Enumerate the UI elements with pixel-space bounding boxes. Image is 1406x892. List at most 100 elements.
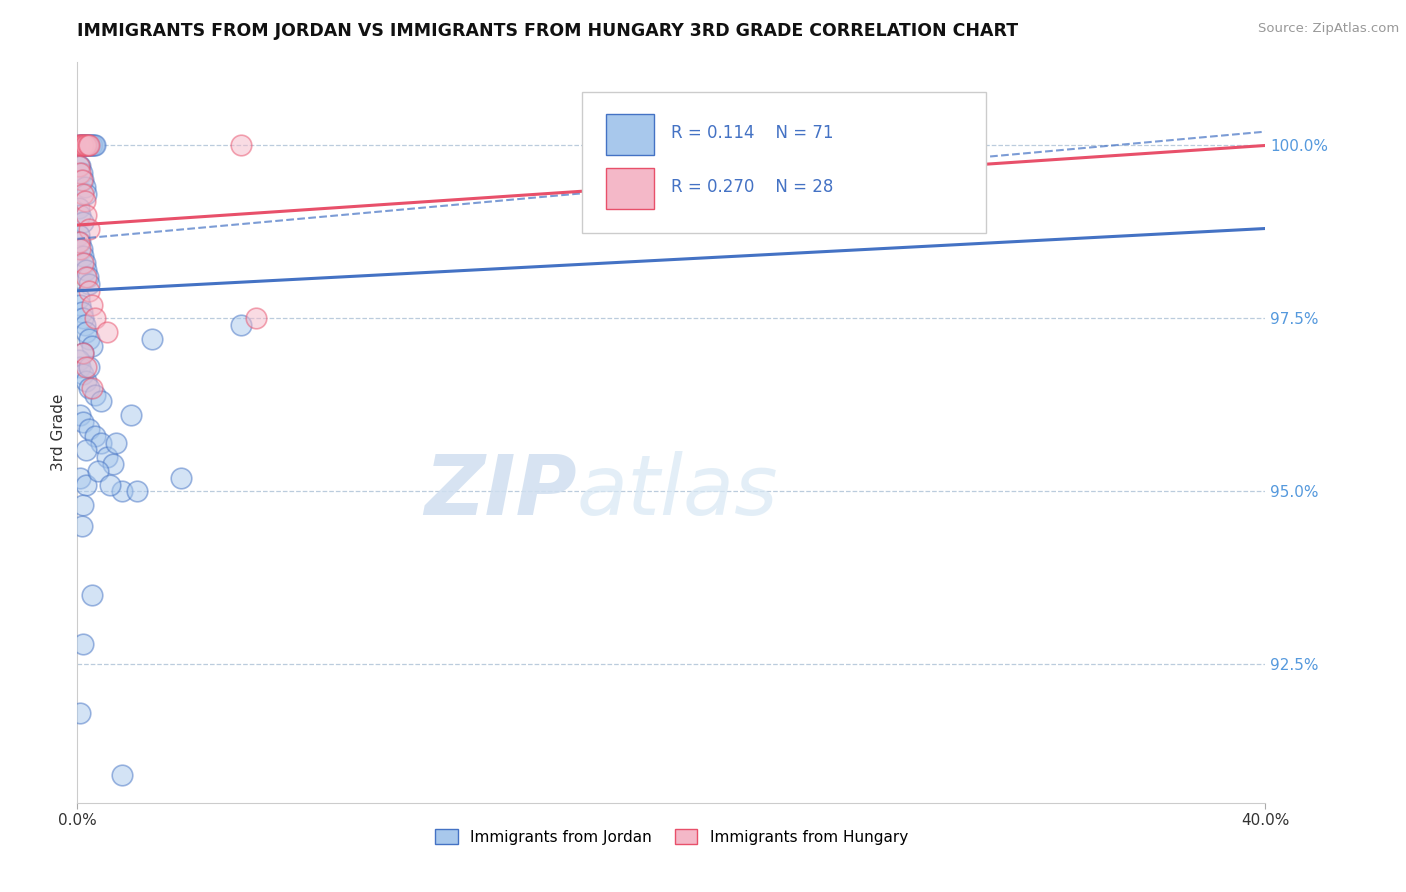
Point [229,138,252,153]
Point [75,263,97,277]
Point [73,138,96,153]
Point [70,138,93,153]
Point [75,442,97,457]
Point [69,297,91,311]
Point [77,221,100,235]
Point [72,311,94,326]
Point [90,394,112,409]
Point [72,138,94,153]
Point [69,166,91,180]
Point [67,291,90,305]
Point [75,138,97,153]
Point [69,706,91,720]
Point [67,138,90,153]
Point [75,138,97,153]
Point [82,297,104,311]
Point [70,138,93,153]
Point [141,332,163,346]
Point [80,138,103,153]
Point [76,269,98,284]
Point [73,180,96,194]
Point [96,450,118,464]
Point [69,409,91,423]
Point [77,332,100,346]
Text: R = 0.270    N = 28: R = 0.270 N = 28 [672,178,834,196]
Point [229,318,252,333]
Point [84,311,107,326]
Point [77,422,100,436]
Point [77,359,100,374]
Point [72,214,94,228]
Point [72,637,94,651]
Point [69,470,91,484]
Point [83,138,105,153]
Point [73,194,96,208]
Point [75,186,97,201]
Point [72,346,94,360]
Text: ZIP: ZIP [423,451,576,533]
Y-axis label: 3rd Grade: 3rd Grade [51,394,66,471]
Point [77,138,100,153]
Point [77,284,100,298]
Point [69,208,91,222]
Point [70,166,93,180]
Point [96,326,118,340]
Point [82,381,104,395]
Point [82,588,104,602]
Point [69,235,91,250]
Point [101,457,124,471]
Point [73,318,96,333]
Point [75,477,97,491]
Point [75,208,97,222]
Point [69,138,91,153]
Point [111,484,134,499]
Point [72,367,94,381]
Point [111,768,134,782]
Point [70,173,93,187]
Point [245,311,267,326]
Point [67,159,90,173]
Point [77,277,100,291]
Point [90,436,112,450]
Point [76,138,98,153]
Point [104,436,127,450]
Point [70,304,93,318]
Point [69,242,91,256]
Text: Source: ZipAtlas.com: Source: ZipAtlas.com [1258,22,1399,36]
Point [73,138,96,153]
Point [170,470,193,484]
Point [67,159,90,173]
Point [125,484,148,499]
Point [69,159,91,173]
Point [72,138,94,153]
Bar [606,114,654,155]
Point [98,477,121,491]
Point [77,381,100,395]
Point [75,359,97,374]
Point [120,409,142,423]
Legend: Immigrants from Jordan, Immigrants from Hungary: Immigrants from Jordan, Immigrants from … [429,822,914,851]
Point [70,519,93,533]
Point [72,498,94,512]
Point [72,415,94,429]
Point [70,242,93,256]
Point [67,228,90,243]
Point [73,256,96,270]
Point [69,359,91,374]
Point [72,173,94,187]
Point [76,138,98,153]
Point [82,339,104,353]
Point [67,235,90,250]
Text: IMMIGRANTS FROM JORDAN VS IMMIGRANTS FROM HUNGARY 3RD GRADE CORRELATION CHART: IMMIGRANTS FROM JORDAN VS IMMIGRANTS FRO… [77,22,1018,40]
Point [75,269,97,284]
Point [84,138,107,153]
Point [67,353,90,368]
Point [77,138,100,153]
Text: atlas: atlas [576,451,778,533]
Point [75,374,97,388]
Point [67,138,90,153]
Point [69,138,91,153]
Point [72,256,94,270]
Point [84,429,107,443]
Point [72,346,94,360]
